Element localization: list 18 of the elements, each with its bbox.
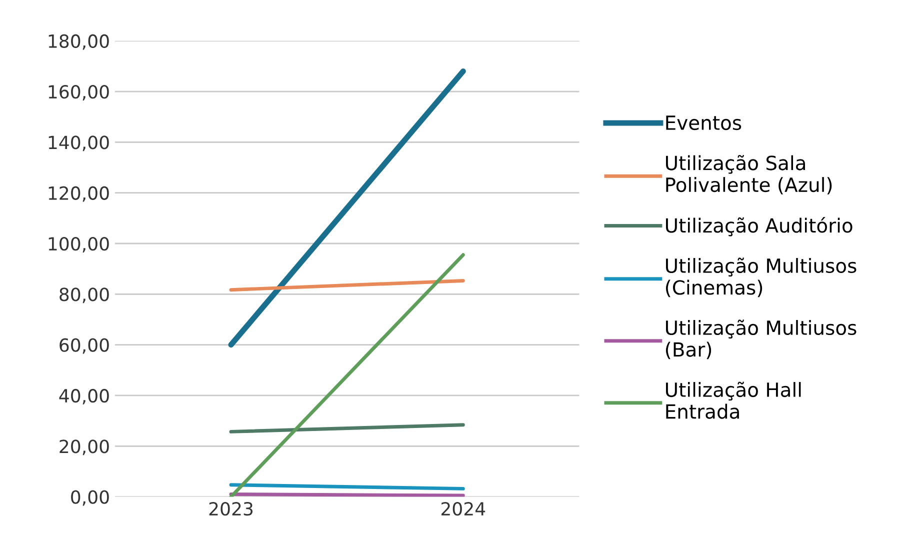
y-tick-label: 40,00 — [59, 388, 109, 404]
legend-label: Utilização Hall Entrada — [666, 382, 801, 419]
legend-label: Utilização Multiusos (Bar) — [666, 320, 856, 360]
y-tick-label: 160,00 — [48, 84, 109, 100]
y-tick-label: 80,00 — [60, 288, 109, 304]
legend-label: Utilização Auditório — [666, 216, 852, 236]
legend-label: Utilização Multiusos (Cinemas) — [666, 258, 856, 298]
y-tick-label: 0,00 — [71, 490, 109, 506]
y-tick-label: 20,00 — [60, 440, 109, 456]
y-tick-label: 100,00 — [48, 236, 109, 252]
x-tick-label: 2023 — [209, 502, 253, 516]
legend-label: Utilização Sala Polivalente (Azul) — [666, 154, 832, 194]
x-tick-label: 2024 — [441, 502, 486, 516]
y-tick-label: 120,00 — [48, 186, 109, 202]
y-tick-label: 180,00 — [48, 34, 109, 50]
y-tick-label: 140,00 — [48, 136, 109, 152]
legend-label: Eventos — [666, 116, 742, 130]
y-tick-label: 60,00 — [60, 338, 109, 354]
